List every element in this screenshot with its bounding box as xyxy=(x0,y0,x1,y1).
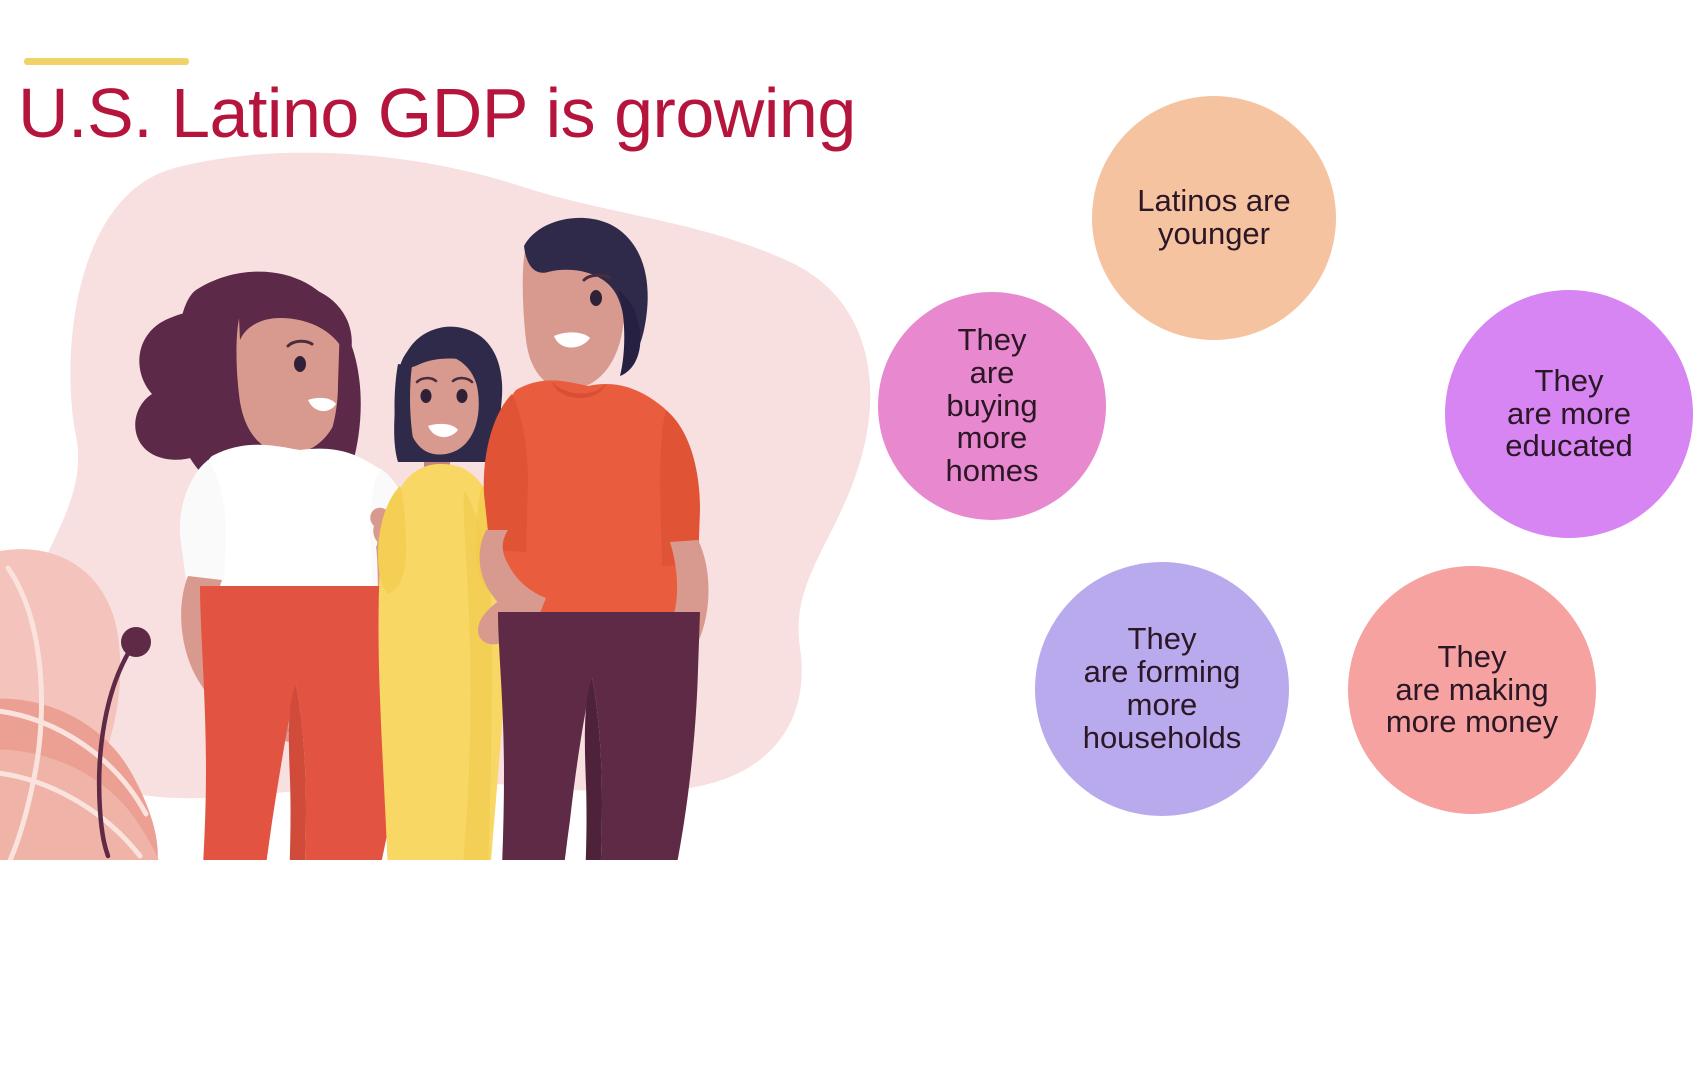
decorative-leaves xyxy=(0,549,159,860)
bubble-label: They are forming more households xyxy=(1082,621,1242,755)
page-title: U.S. Latino GDP is growing xyxy=(18,74,856,152)
bubble-label: They are buying more homes xyxy=(945,321,1039,489)
figure-girl xyxy=(370,326,509,860)
key-factors-bubble-cluster: Latinos are younger They are buying more… xyxy=(860,90,1704,850)
bubble-label: Latinos are younger xyxy=(1137,183,1291,251)
bubble-making-more-money[interactable]: They are making more money xyxy=(1348,566,1596,814)
bubble-label: They are making more money xyxy=(1385,638,1559,740)
figure-woman xyxy=(135,271,418,860)
figure-man xyxy=(478,217,709,860)
latino-family-illustration xyxy=(0,150,880,860)
title-accent-rule xyxy=(24,58,189,65)
bubble-more-educated[interactable]: They are more educated xyxy=(1445,290,1693,538)
bubble-forming-more-households[interactable]: They are forming more households xyxy=(1035,562,1289,816)
bubble-label: They are more educated xyxy=(1505,362,1633,464)
bubble-buying-more-homes[interactable]: They are buying more homes xyxy=(878,292,1106,520)
bubble-latinos-younger[interactable]: Latinos are younger xyxy=(1092,96,1336,340)
